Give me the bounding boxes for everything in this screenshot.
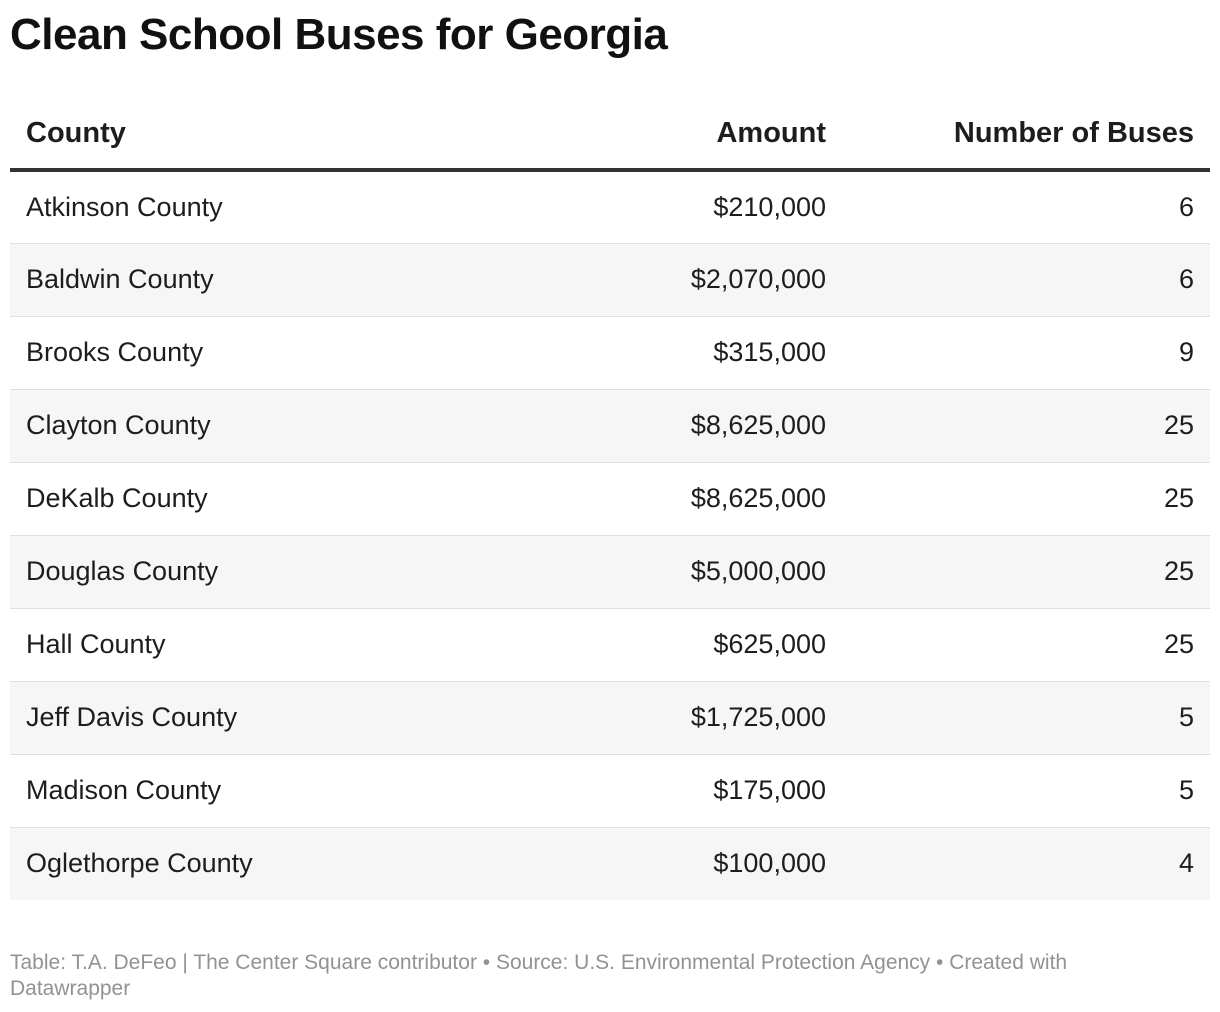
cell-county: Baldwin County bbox=[10, 243, 570, 317]
cell-number-of-buses: 5 bbox=[842, 681, 1210, 755]
table-row: Oglethorpe County $100,000 4 bbox=[10, 827, 1210, 900]
footer-credits: Table: T.A. DeFeo | The Center Square co… bbox=[10, 951, 1068, 1000]
data-table: County Amount Number of Buses Atkinson C… bbox=[10, 98, 1210, 900]
cell-amount: $5,000,000 bbox=[570, 535, 842, 609]
header-row: County Amount Number of Buses bbox=[10, 98, 1210, 172]
column-header-county[interactable]: County bbox=[10, 98, 570, 172]
table-row: Hall County $625,000 25 bbox=[10, 608, 1210, 682]
cell-county: Brooks County bbox=[10, 316, 570, 390]
cell-amount: $315,000 bbox=[570, 316, 842, 390]
column-header-number-of-buses[interactable]: Number of Buses bbox=[842, 98, 1210, 172]
cell-amount: $175,000 bbox=[570, 754, 842, 828]
table-row: Madison County $175,000 5 bbox=[10, 754, 1210, 828]
cell-amount: $625,000 bbox=[570, 608, 842, 682]
cell-county: Jeff Davis County bbox=[10, 681, 570, 755]
cell-county: Douglas County bbox=[10, 535, 570, 609]
cell-amount: $8,625,000 bbox=[570, 462, 842, 536]
cell-number-of-buses: 4 bbox=[842, 827, 1210, 900]
cell-number-of-buses: 25 bbox=[842, 608, 1210, 682]
table-header: County Amount Number of Buses bbox=[10, 98, 1210, 172]
table-row: Douglas County $5,000,000 25 bbox=[10, 535, 1210, 609]
cell-county: Clayton County bbox=[10, 389, 570, 463]
data-table-container: County Amount Number of Buses Atkinson C… bbox=[10, 98, 1210, 900]
cell-number-of-buses: 25 bbox=[842, 389, 1210, 463]
cell-amount: $100,000 bbox=[570, 827, 842, 900]
table-row: Baldwin County $2,070,000 6 bbox=[10, 243, 1210, 317]
cell-number-of-buses: 9 bbox=[842, 316, 1210, 390]
table-row: Clayton County $8,625,000 25 bbox=[10, 389, 1210, 463]
cell-county: Oglethorpe County bbox=[10, 827, 570, 900]
column-header-amount[interactable]: Amount bbox=[570, 98, 842, 172]
table-row: Atkinson County $210,000 6 bbox=[10, 170, 1210, 244]
cell-county: Madison County bbox=[10, 754, 570, 828]
cell-amount: $2,070,000 bbox=[570, 243, 842, 317]
cell-number-of-buses: 6 bbox=[842, 170, 1210, 244]
table-row: DeKalb County $8,625,000 25 bbox=[10, 462, 1210, 536]
cell-number-of-buses: 25 bbox=[842, 462, 1210, 536]
cell-county: DeKalb County bbox=[10, 462, 570, 536]
cell-amount: $8,625,000 bbox=[570, 389, 842, 463]
table-body: Atkinson County $210,000 6 Baldwin County $2… bbox=[10, 170, 1210, 900]
table-row: Jeff Davis County $1,725,000 5 bbox=[10, 681, 1210, 755]
cell-amount: $1,725,000 bbox=[570, 681, 842, 755]
cell-county: Atkinson County bbox=[10, 170, 570, 244]
cell-amount: $210,000 bbox=[570, 170, 842, 244]
table-row: Brooks County $315,000 9 bbox=[10, 316, 1210, 390]
cell-number-of-buses: 5 bbox=[842, 754, 1210, 828]
cell-number-of-buses: 6 bbox=[842, 243, 1210, 317]
chart-title: Clean School Buses for Georgia bbox=[10, 10, 668, 59]
cell-number-of-buses: 25 bbox=[842, 535, 1210, 609]
cell-county: Hall County bbox=[10, 608, 570, 682]
